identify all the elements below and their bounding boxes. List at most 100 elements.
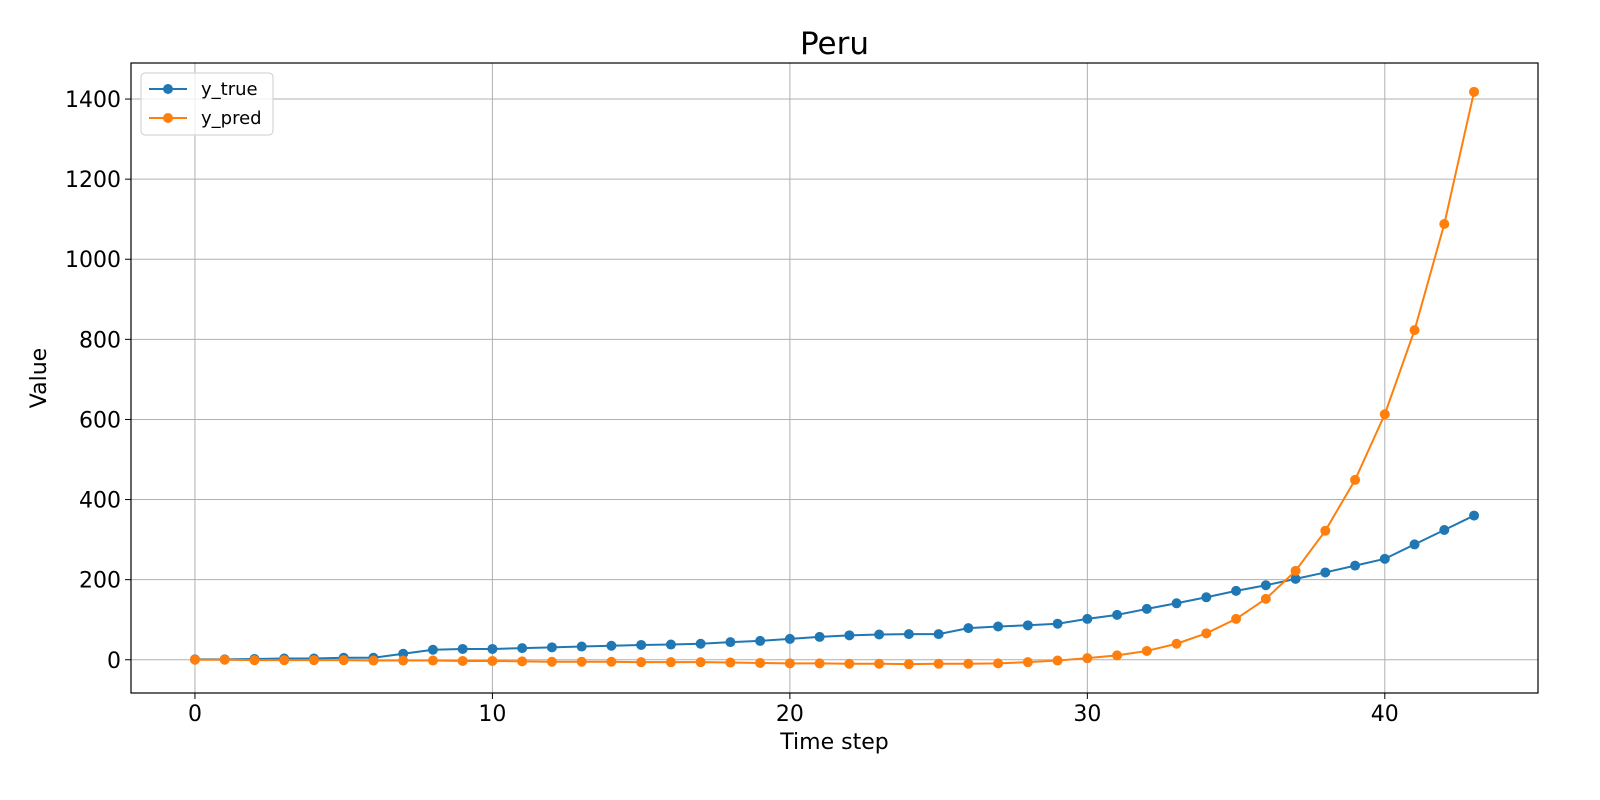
data-point-y_pred [903,659,914,670]
data-point-y_pred [219,654,230,665]
data-point-y_true [665,639,676,650]
data-point-y_pred [546,656,557,667]
data-point-y_pred [1320,525,1331,536]
data-point-y_pred [606,656,617,667]
plot-frame [130,62,1539,694]
data-point-y_pred [1439,219,1450,230]
data-point-y_pred [963,658,974,669]
legend-label-y_true: y_true [201,79,258,100]
data-point-y_pred [338,655,349,666]
x-tick-label: 10 [478,702,506,727]
legend: y_true y_pred [140,72,274,136]
data-point-y_pred [1260,593,1271,604]
data-point-y_pred [1379,409,1390,420]
data-point-y_pred [636,657,647,668]
data-point-y_pred [189,654,200,665]
data-point-y_true [1171,598,1182,609]
series-line-y_true [194,514,1475,661]
series-group [189,86,1480,670]
data-point-y_true [844,630,855,641]
data-point-y_pred [665,657,676,668]
data-point-y_true [1022,620,1033,631]
data-point-y_true [1439,524,1450,535]
data-point-y_true [1260,580,1271,591]
data-point-y_pred [725,657,736,668]
data-point-y_true [1350,560,1361,571]
data-point-y_true [903,629,914,640]
data-point-y_pred [1112,650,1123,661]
y-tick-label: 1000 [65,248,121,273]
y-tick-label: 800 [79,328,121,353]
data-point-y_pred [1052,655,1063,666]
data-point-y_true [1052,618,1063,629]
data-point-y_pred [1290,565,1301,576]
data-point-y_pred [755,657,766,668]
data-point-y_true [1320,567,1331,578]
data-point-y_pred [784,658,795,669]
y-tick-label: 600 [79,408,121,433]
x-tick-label: 20 [776,702,804,727]
data-point-y_true [1112,609,1123,620]
y-tick-label: 400 [79,489,121,514]
data-point-y_pred [368,655,379,666]
data-point-y_pred [1141,645,1152,656]
data-point-y_pred [1231,613,1242,624]
data-point-y_true [1141,603,1152,614]
data-point-y_pred [279,655,290,666]
x-axis-label: Time step [779,730,888,755]
data-point-y_true [963,623,974,634]
data-point-y_pred [1171,638,1182,649]
data-point-y_true [1469,510,1480,521]
data-point-y_pred [398,655,409,666]
data-point-y_pred [517,656,528,667]
data-point-y_pred [874,658,885,669]
data-point-y_true [784,633,795,644]
data-point-y_true [636,639,647,650]
data-point-y_pred [814,658,825,669]
data-point-y_pred [576,656,587,667]
data-point-y_pred [1022,657,1033,668]
data-point-y_pred [933,658,944,669]
data-point-y_pred [1409,325,1420,336]
data-point-y_pred [695,657,706,668]
y-tick-label: 200 [79,569,121,594]
data-point-y_true [576,641,587,652]
data-point-y_pred [1201,628,1212,639]
y-tick-label: 0 [107,649,121,674]
data-point-y_true [1201,592,1212,603]
data-point-y_true [427,644,438,655]
data-point-y_pred [427,655,438,666]
data-point-y_true [457,643,468,654]
data-point-y_true [606,640,617,651]
y-tick-label: 1400 [65,88,121,113]
legend-marker-y_pred [163,113,173,123]
data-point-y_true [1290,573,1301,584]
x-tick-label: 0 [188,702,202,727]
gridlines [131,63,1538,693]
legend-marker-y_true [163,84,173,94]
data-point-y_true [546,642,557,653]
data-point-y_pred [457,655,468,666]
data-point-y_true [1379,553,1390,564]
data-point-y_pred [308,655,319,666]
data-point-y_true [874,629,885,640]
data-point-y_true [517,643,528,654]
data-point-y_true [695,638,706,649]
data-point-y_pred [249,655,260,666]
data-point-y_pred [844,658,855,669]
series-y_pred [189,86,1480,670]
data-point-y_true [1231,585,1242,596]
x-tick-label: 40 [1371,702,1399,727]
data-point-y_true [755,635,766,646]
y-axis-label: Value [27,348,52,408]
legend-label-y_pred: y_pred [201,108,262,129]
data-point-y_pred [1469,86,1480,97]
data-point-y_true [487,643,498,654]
data-point-y_true [933,629,944,640]
data-point-y_pred [993,658,1004,669]
data-point-y_pred [1350,474,1361,485]
chart-title: Peru [800,26,869,62]
data-point-y_true [1082,613,1093,624]
